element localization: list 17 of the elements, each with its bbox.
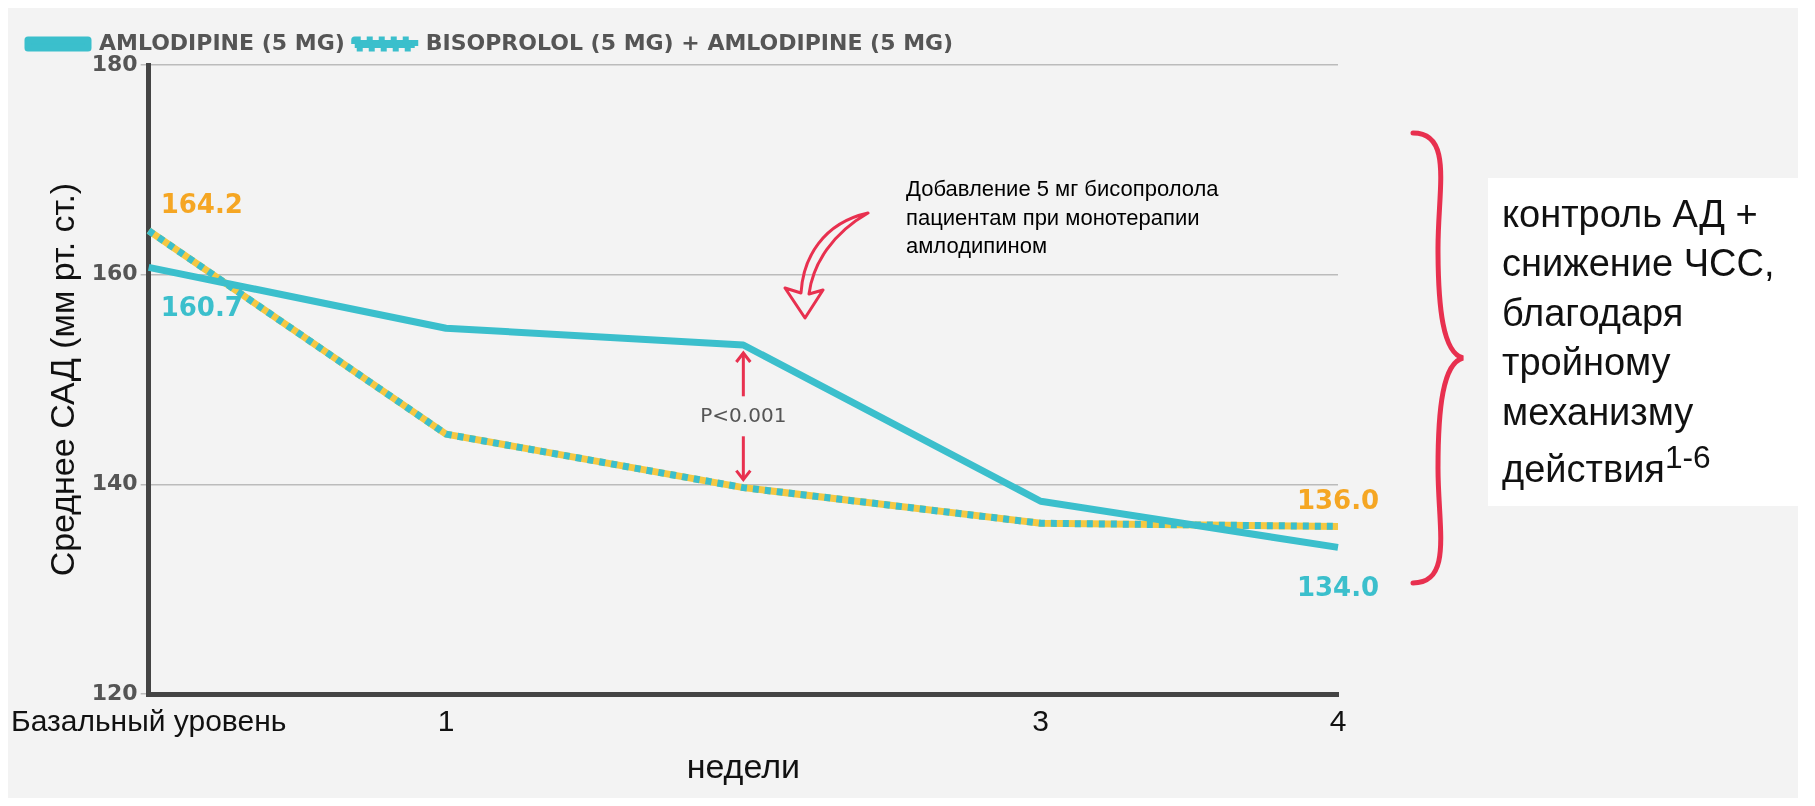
x-tick-label: 3: [1032, 704, 1050, 738]
y-axis-title: Среднее САД (мм рт. ст.): [42, 182, 81, 577]
x-axis-title: недели: [686, 746, 801, 785]
data-label: 164.2: [160, 189, 243, 220]
x-tick-label: Базальный уровень: [10, 704, 287, 738]
data-label: 134.0: [1296, 572, 1380, 603]
y-tick-label: 160: [91, 260, 138, 286]
data-label: 136.0: [1296, 485, 1380, 516]
data-label: 160.7: [160, 292, 243, 323]
annotation: P<0.001: [700, 402, 787, 427]
legend-label: BISOPROLOL (5 MG) + AMLODIPINE (5 MG): [425, 29, 954, 55]
y-tick-label: 140: [91, 470, 138, 496]
x-tick-label: 1: [437, 704, 455, 738]
y-tick-label: 120: [91, 679, 138, 705]
x-tick-label: 4: [1329, 704, 1347, 738]
annotation: Добавление 5 мг бисопролола пациентам при монотерапии амлодипином: [905, 175, 1220, 261]
text: контроль АД + снижение ЧСС, благодаря тройному механизму действия$^{1-6}$: [1488, 178, 1806, 506]
